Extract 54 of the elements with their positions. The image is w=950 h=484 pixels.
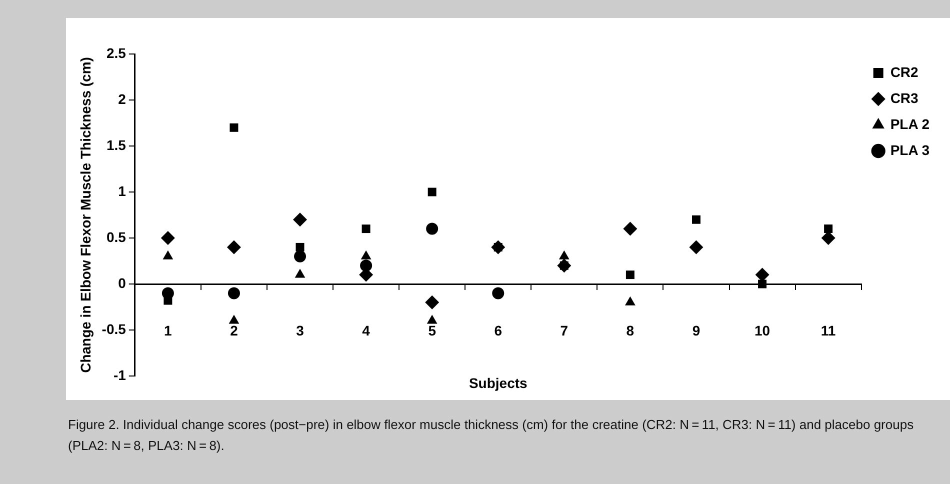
y-axis-title: Change in Elbow Flexor Muscle Thickness (cm) (77, 57, 94, 373)
point (428, 188, 436, 196)
point (625, 296, 636, 306)
point (164, 296, 172, 305)
y-tick-label: 0.5 (106, 228, 126, 245)
x-tick-label: 3 (296, 322, 304, 338)
point (426, 222, 438, 235)
point (623, 222, 638, 236)
point (426, 314, 438, 324)
point (492, 287, 504, 300)
point (626, 270, 634, 280)
x-tick-label: 5 (428, 322, 436, 338)
point (162, 250, 174, 260)
y-tick-label: 1.5 (106, 136, 126, 153)
point (360, 250, 372, 260)
x-tick-label: 2 (230, 322, 238, 338)
x-axis-title: Subjects (468, 375, 528, 392)
legend-label: CR2 (890, 64, 919, 80)
y-tick-label: -1 (113, 366, 126, 383)
caption: Figure 2. Individual change scores (post−pre) in elbow flexor muscle thickness (cm) for the creatine (CR2: N = 11, CR3: N = 11) and placebo groups (PLA2: N = 8, PLA3: N = 8). (68, 416, 915, 455)
y-tick-label: 2 (118, 90, 126, 107)
point (294, 268, 306, 278)
x-tick-label: 6 (494, 322, 502, 338)
point (294, 250, 306, 262)
y-tick-label: 0 (118, 274, 126, 291)
point (296, 242, 304, 252)
x-tick-label: 9 (692, 322, 700, 338)
point (230, 123, 238, 132)
point (425, 295, 440, 310)
x-tick-label: 8 (626, 322, 634, 338)
x-tick-label: 4 (362, 322, 370, 338)
x-tick-label: 7 (560, 322, 568, 338)
legend-label: CR3 (890, 90, 919, 106)
point (758, 280, 767, 288)
point (689, 240, 704, 254)
point (824, 224, 833, 234)
legend-label: PLA 3 (890, 142, 930, 158)
y-tick-label: -0.5 (102, 320, 126, 337)
legend-label: PLA 2 (890, 116, 930, 132)
point (293, 212, 308, 227)
point (755, 268, 770, 282)
point (228, 287, 240, 300)
x-tick-label: 11 (820, 322, 836, 338)
point (362, 224, 370, 234)
y-tick-label: 1 (118, 182, 126, 199)
point (228, 314, 240, 324)
point (821, 231, 836, 245)
x-tick-label: 10 (754, 322, 770, 338)
point (160, 231, 175, 245)
point (692, 215, 700, 224)
point (226, 240, 241, 254)
y-tick-label: 2.5 (106, 44, 126, 61)
point (558, 250, 570, 260)
x-tick-label: 1 (164, 322, 172, 338)
